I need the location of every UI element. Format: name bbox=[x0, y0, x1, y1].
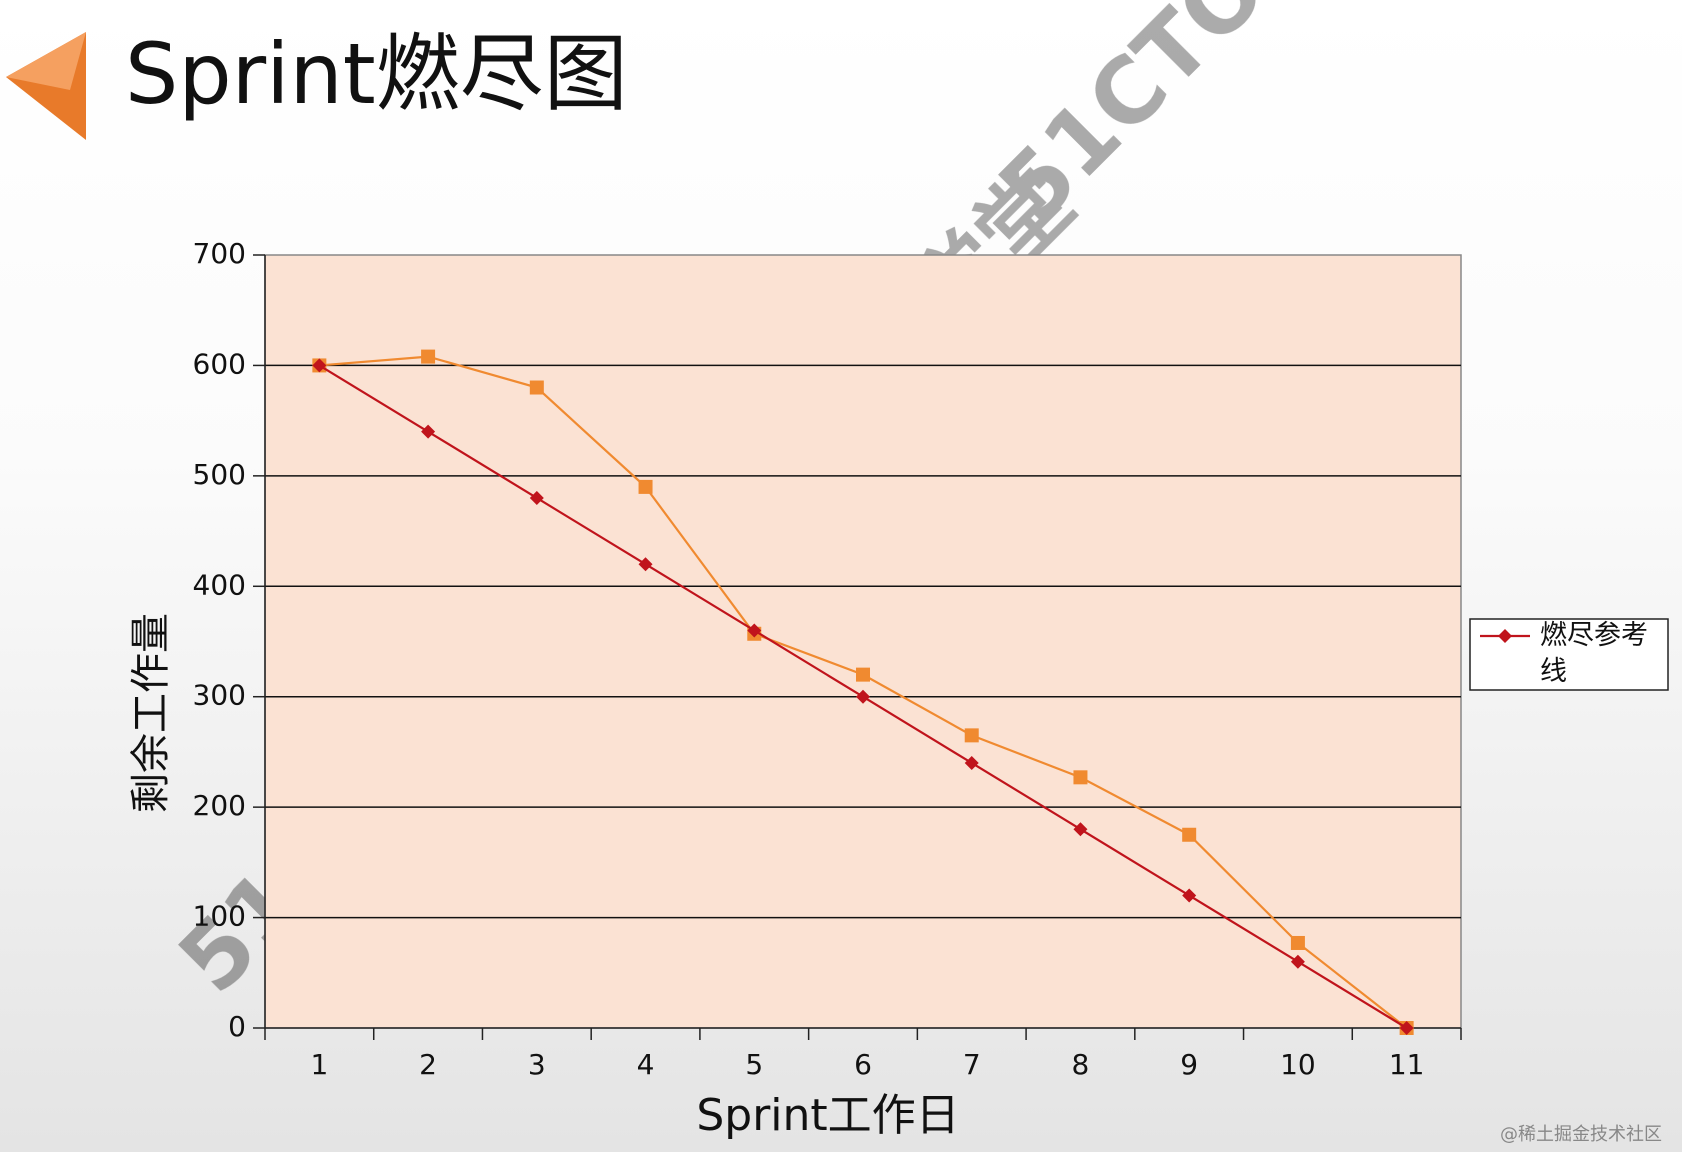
marker bbox=[747, 623, 762, 638]
x-tick-label: 11 bbox=[1389, 1048, 1425, 1081]
marker bbox=[638, 557, 653, 572]
y-axis-title: 剩余工作量 bbox=[128, 613, 174, 813]
marker bbox=[529, 490, 544, 505]
marker bbox=[1182, 888, 1197, 903]
title-icon-highlight bbox=[6, 32, 86, 90]
watermark: 51CTO学堂 bbox=[979, 0, 1413, 243]
chart-title: Sprint燃尽图 bbox=[125, 25, 628, 123]
marker bbox=[964, 728, 979, 743]
x-tick-label: 5 bbox=[745, 1048, 763, 1081]
marker bbox=[1073, 770, 1088, 785]
y-tick-label: 100 bbox=[193, 900, 246, 933]
marker bbox=[312, 358, 327, 373]
x-tick-label: 9 bbox=[1180, 1048, 1198, 1081]
x-tick-label: 6 bbox=[854, 1048, 872, 1081]
x-tick-label: 7 bbox=[963, 1048, 981, 1081]
y-tick-label: 700 bbox=[193, 237, 246, 270]
y-tick-label: 400 bbox=[193, 568, 246, 601]
y-tick-label: 600 bbox=[193, 347, 246, 380]
marker bbox=[1498, 629, 1512, 643]
marker bbox=[964, 755, 979, 770]
legend-label: 燃尽参考线 bbox=[1540, 620, 1648, 687]
marker bbox=[856, 667, 870, 682]
y-tick-label: 200 bbox=[193, 789, 246, 822]
marker bbox=[421, 424, 436, 439]
marker bbox=[1399, 1021, 1414, 1035]
marker bbox=[529, 380, 544, 395]
x-tick-label: 1 bbox=[310, 1048, 328, 1081]
x-tick-label: 2 bbox=[419, 1048, 437, 1081]
marker bbox=[421, 349, 436, 364]
marker bbox=[1073, 822, 1088, 837]
x-tick-label: 10 bbox=[1280, 1048, 1316, 1081]
x-axis-title: Sprint工作日 bbox=[696, 1090, 959, 1141]
y-tick-label: 0 bbox=[228, 1010, 246, 1043]
marker bbox=[1182, 827, 1197, 842]
marker bbox=[856, 689, 870, 704]
legend bbox=[1469, 618, 1669, 691]
marker bbox=[1290, 935, 1305, 950]
x-tick-label: 8 bbox=[1072, 1048, 1090, 1081]
x-tick-label: 4 bbox=[637, 1048, 655, 1081]
plot-area bbox=[264, 254, 1462, 1029]
watermark: @稀土掘金技术社区 bbox=[1500, 1124, 1662, 1145]
y-tick-label: 500 bbox=[193, 458, 246, 491]
x-tick-label: 3 bbox=[528, 1048, 546, 1081]
y-tick-label: 300 bbox=[193, 679, 246, 712]
marker bbox=[1290, 954, 1305, 969]
marker bbox=[638, 479, 653, 494]
